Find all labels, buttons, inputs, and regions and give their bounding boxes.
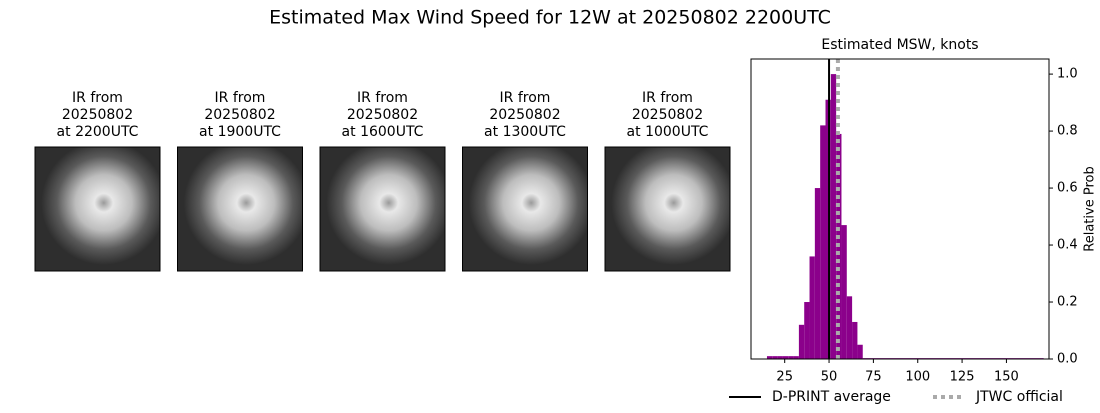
plot-frame	[750, 58, 1050, 360]
ir-image	[319, 146, 446, 272]
main-title: Estimated Max Wind Speed for 12W at 2025…	[269, 7, 831, 29]
bar	[820, 125, 826, 359]
ir-image	[604, 146, 731, 272]
x-tick-label: 25	[776, 370, 793, 385]
panel-label: at 2200UTC	[57, 124, 139, 140]
ir-image	[462, 146, 588, 272]
legend-label: JTWC official	[975, 389, 1063, 405]
ir-image	[177, 146, 303, 272]
panel-label: IR from	[642, 90, 693, 106]
y-tick-label: 0.2	[1057, 295, 1078, 310]
panel-label: at 1300UTC	[484, 124, 566, 140]
panel-label: at 1900UTC	[199, 124, 281, 140]
legend-label: D-PRINT average	[772, 389, 891, 405]
bar	[809, 256, 815, 359]
bar	[772, 356, 778, 359]
bar	[857, 344, 863, 359]
y-axis-label: Relative Prob	[1083, 166, 1098, 251]
panel-label: IR from	[72, 90, 123, 106]
panel-label: IR from	[500, 90, 551, 106]
bar	[852, 321, 858, 359]
panel-label: 20250802	[62, 107, 133, 123]
y-tick-label: 0.8	[1057, 124, 1078, 139]
x-tick-label: 125	[950, 370, 975, 385]
panel-label: at 1000UTC	[627, 124, 709, 140]
bar	[777, 356, 783, 359]
bar	[814, 188, 821, 359]
panel-label: 20250802	[632, 107, 703, 123]
bar	[846, 296, 853, 359]
panel-label: 20250802	[489, 107, 560, 123]
x-tick-label: 150	[994, 370, 1019, 385]
y-tick-label: 0.6	[1057, 181, 1078, 196]
x-tick-label: 50	[821, 370, 838, 385]
bar	[793, 356, 799, 359]
bar	[788, 356, 794, 359]
bar	[830, 74, 837, 359]
panel-label: IR from	[357, 90, 408, 106]
ir-image	[34, 146, 161, 272]
y-tick-label: 0.0	[1057, 352, 1078, 367]
bar	[804, 302, 810, 359]
panel-label: 20250802	[204, 107, 275, 123]
x-tick-label: 75	[865, 370, 882, 385]
bar	[766, 356, 773, 359]
y-tick-label: 1.0	[1057, 67, 1078, 82]
y-tick-label: 0.4	[1057, 238, 1078, 253]
bar	[841, 225, 847, 359]
bar	[782, 356, 789, 359]
x-tick-label: 100	[905, 370, 930, 385]
panel-label: 20250802	[347, 107, 418, 123]
bar	[798, 324, 805, 359]
panel-label: IR from	[215, 90, 266, 106]
chart-title: Estimated MSW, knots	[821, 37, 978, 53]
panel-label: at 1600UTC	[342, 124, 424, 140]
